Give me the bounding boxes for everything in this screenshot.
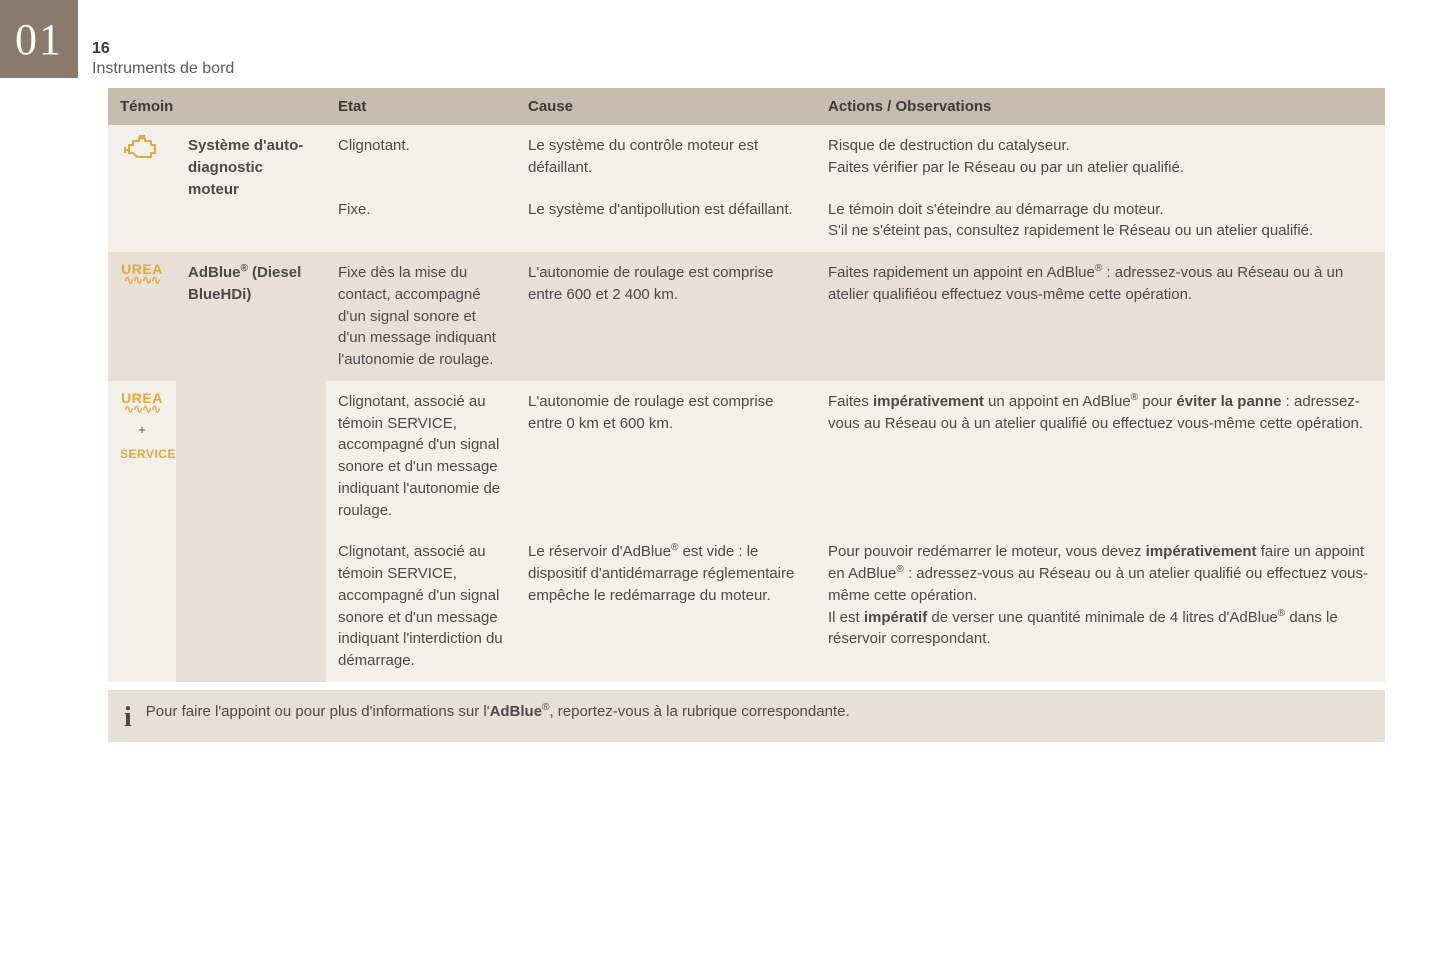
chapter-badge: 01 xyxy=(0,0,78,78)
info-note: i Pour faire l'appoint ou pour plus d'in… xyxy=(108,690,1385,742)
cell-cause: Le système du contrôle moteur est défail… xyxy=(516,125,816,189)
col-actions: Actions / Observations xyxy=(816,88,1385,125)
cell-cause: L'autonomie de roulage est comprise entr… xyxy=(516,252,816,381)
text: Il est xyxy=(828,609,864,626)
cell-etat: Clignotant, associé au témoin SERVICE, a… xyxy=(326,531,516,682)
text-bold: impérativement xyxy=(873,393,984,410)
engine-icon xyxy=(123,150,161,167)
text-bold: AdBlue xyxy=(490,703,543,720)
table-header-row: Témoin Etat Cause Actions / Observations xyxy=(108,88,1385,125)
urea-wave-icon: ∿∿∿∿ xyxy=(120,403,164,415)
col-etat: Etat xyxy=(326,88,516,125)
text: Pour pouvoir redémarrer le moteur, vous … xyxy=(828,543,1146,560)
text: Faites xyxy=(828,393,873,410)
text: Le témoin doit s'éteindre au démarrage d… xyxy=(828,201,1164,218)
text: de verser une quantité minimale de 4 lit… xyxy=(927,609,1278,626)
text: pour xyxy=(1138,393,1176,410)
cell-cause: Le système d'antipollution est défaillan… xyxy=(516,189,816,253)
text: , reportez-vous à la rubrique correspond… xyxy=(549,703,849,720)
table-row: UREA ∿∿∿∿ AdBlue® (Diesel BlueHDi) Fixe … xyxy=(108,252,1385,381)
text: Pour faire l'appoint ou pour plus d'info… xyxy=(146,703,490,720)
text: Faites vérifier par le Réseau ou par un … xyxy=(828,159,1184,176)
reg-mark: ® xyxy=(896,564,903,575)
text: AdBlue xyxy=(188,264,241,281)
temoin-name-engine: Système d'auto-diagnostic moteur xyxy=(176,125,326,252)
cell-etat: Fixe dès la mise du contact, accompagné … xyxy=(326,252,516,381)
text: Le réservoir d'AdBlue xyxy=(528,543,671,560)
urea-icon: UREA ∿∿∿∿ xyxy=(120,391,164,415)
info-text: Pour faire l'appoint ou pour plus d'info… xyxy=(146,702,850,720)
text: Faites rapidement un appoint en AdBlue xyxy=(828,264,1095,281)
reg-mark: ® xyxy=(1131,392,1138,403)
text-bold: impérativement xyxy=(1146,543,1257,560)
reg-mark: ® xyxy=(241,263,248,274)
cell-cause: L'autonomie de roulage est comprise entr… xyxy=(516,381,816,532)
text: S'il ne s'éteint pas, consultez rapideme… xyxy=(828,222,1313,239)
urea-wave-icon: ∿∿∿∿ xyxy=(120,274,164,286)
col-cause: Cause xyxy=(516,88,816,125)
cell-actions: Le témoin doit s'éteindre au démarrage d… xyxy=(816,189,1385,253)
cell-cause: Le réservoir d'AdBlue® est vide : le dis… xyxy=(516,531,816,682)
service-icon: SERVICE xyxy=(120,446,164,463)
text: un appoint en AdBlue xyxy=(984,393,1131,410)
temoin-name-adblue: AdBlue® (Diesel BlueHDi) xyxy=(176,252,326,682)
cell-etat: Fixe. xyxy=(326,189,516,253)
col-temoin: Témoin xyxy=(108,88,326,125)
cell-actions: Risque de destruction du catalyseur. Fai… xyxy=(816,125,1385,189)
page-number: 16 xyxy=(92,40,234,58)
cell-etat: Clignotant. xyxy=(326,125,516,189)
urea-icon: UREA ∿∿∿∿ xyxy=(120,262,164,286)
plus-icon: + xyxy=(120,421,164,440)
cell-actions: Pour pouvoir redémarrer le moteur, vous … xyxy=(816,531,1385,682)
warning-lights-table: Témoin Etat Cause Actions / Observations xyxy=(108,88,1385,682)
text: : adressez-vous au Réseau ou à un atelie… xyxy=(828,565,1368,604)
text-bold: éviter la panne xyxy=(1176,393,1281,410)
text-bold: impératif xyxy=(864,609,927,626)
table-row: Système d'auto-diagnostic moteur Clignot… xyxy=(108,125,1385,189)
cell-etat: Clignotant, associé au témoin SERVICE, a… xyxy=(326,381,516,532)
info-icon: i xyxy=(124,704,132,732)
text: Risque de destruction du catalyseur. xyxy=(828,137,1070,154)
section-title: Instruments de bord xyxy=(92,60,234,78)
cell-actions: Faites impérativement un appoint en AdBl… xyxy=(816,381,1385,532)
cell-actions: Faites rapidement un appoint en AdBlue® … xyxy=(816,252,1385,381)
